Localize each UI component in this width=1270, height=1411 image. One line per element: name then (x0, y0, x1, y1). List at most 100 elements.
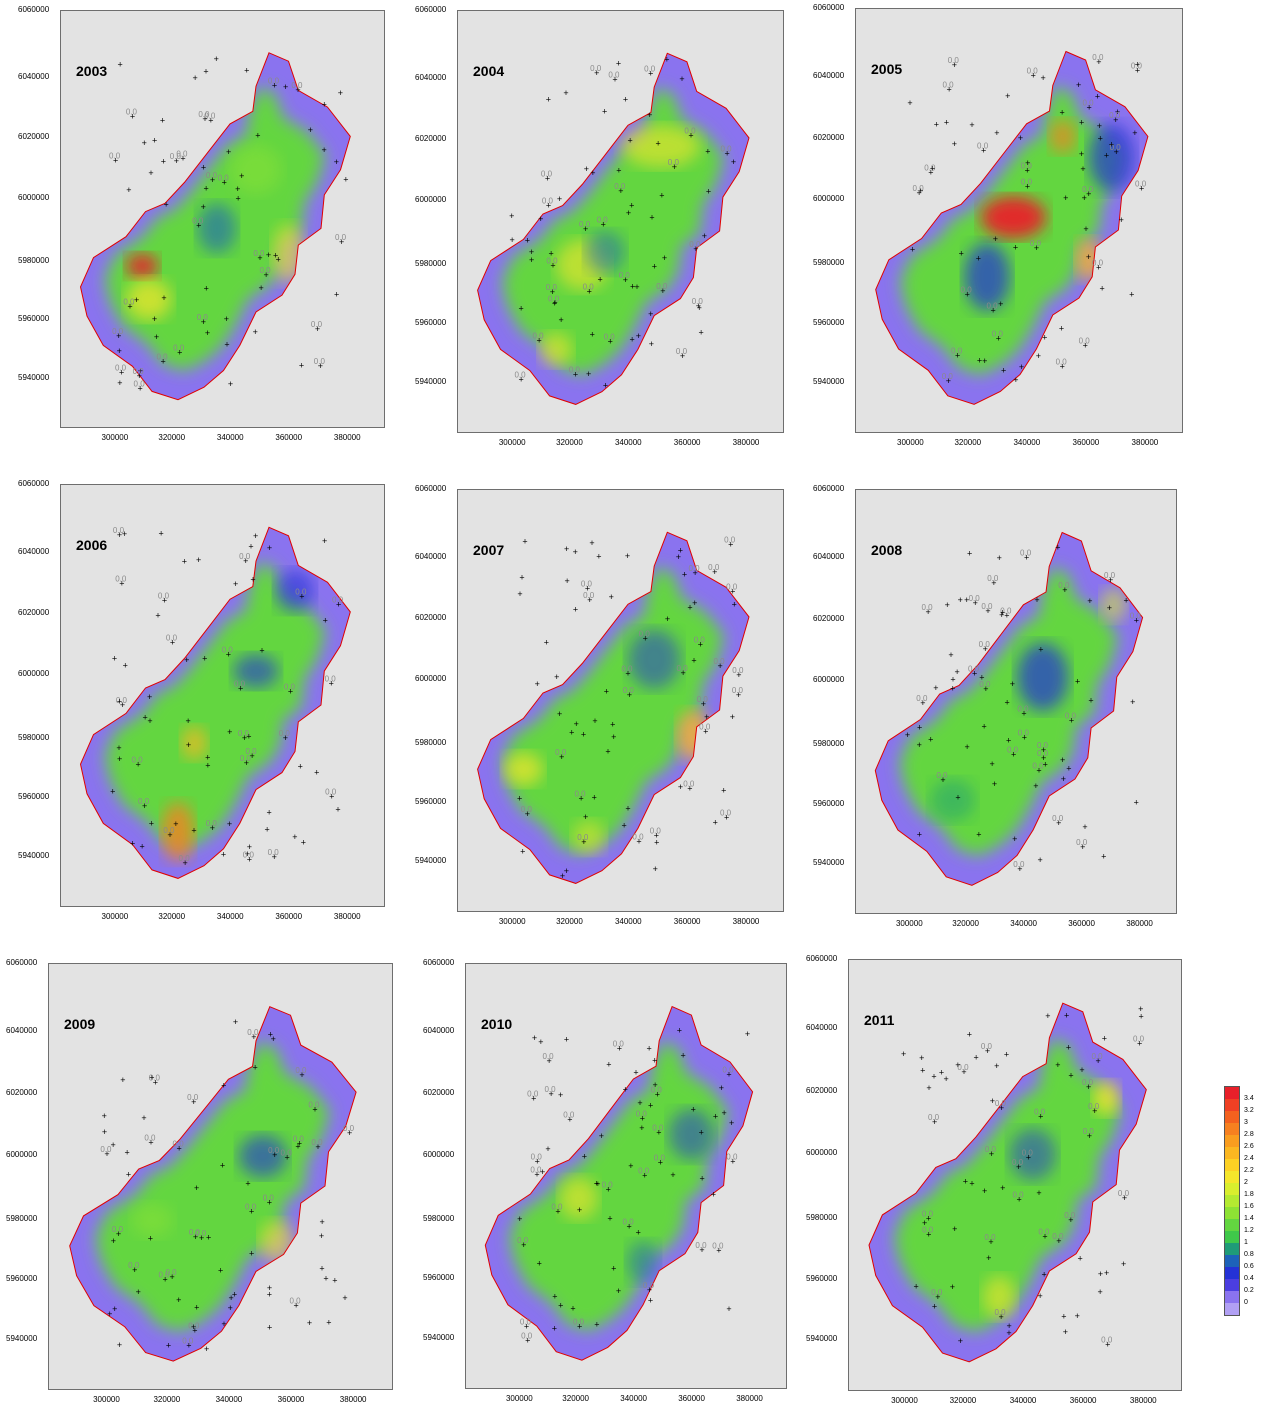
station-marker: + (1079, 117, 1084, 127)
station-marker: + (518, 374, 523, 384)
station-marker: + (630, 281, 635, 291)
station-value-label: 0.0 (1130, 612, 1142, 621)
station-value-label: 0.0 (1082, 1078, 1094, 1087)
station-value-label: 0.0 (916, 694, 928, 703)
station-marker: + (948, 650, 953, 660)
station-marker: + (585, 584, 590, 594)
station-marker: + (142, 138, 147, 148)
station-marker: + (716, 1246, 721, 1256)
heat-region (181, 726, 208, 760)
station-value-label: 0.0 (699, 723, 711, 732)
panel-year-label: 2007 (473, 542, 505, 558)
station-marker: + (1055, 543, 1060, 553)
station-marker: + (569, 727, 574, 737)
station-marker: + (597, 274, 602, 284)
station-marker: + (248, 542, 253, 552)
station-marker: + (295, 85, 300, 95)
station-marker: + (267, 1323, 272, 1333)
station-value-label: 0.0 (555, 748, 567, 757)
legend-swatch (1225, 1159, 1239, 1171)
station-marker: + (203, 67, 208, 77)
panel-year-label: 2011 (864, 1012, 895, 1028)
station-marker: + (934, 120, 939, 130)
station-marker: + (1108, 575, 1113, 585)
heat-region (539, 332, 573, 367)
station-marker: + (522, 536, 527, 546)
y-tick-label: 6020000 (18, 608, 50, 617)
heat-region (126, 253, 159, 279)
x-tick-label: 320000 (556, 438, 583, 447)
station-value-label: 0.0 (1018, 729, 1030, 738)
station-value-label: 0.0 (619, 271, 631, 280)
station-marker: + (726, 1069, 731, 1079)
station-value-label: 0.0 (697, 695, 709, 704)
station-value-label: 0.0 (542, 196, 554, 205)
station-value-label: 0.0 (113, 526, 125, 535)
station-value-label: 0.0 (948, 56, 960, 65)
station-value-label: 0.0 (639, 629, 651, 638)
station-marker: + (204, 284, 209, 294)
station-marker: + (134, 295, 139, 305)
station-marker: + (174, 156, 179, 166)
station-value-label: 0.0 (243, 851, 255, 860)
station-marker: + (928, 734, 933, 744)
heat-region (628, 629, 681, 689)
station-marker: + (112, 1304, 117, 1314)
station-marker: + (1113, 115, 1118, 125)
station-marker: + (1134, 797, 1139, 807)
station-marker: + (245, 849, 250, 859)
station-marker: + (982, 1186, 987, 1196)
station-value-label: 0.0 (546, 257, 558, 266)
station-marker: + (233, 1017, 238, 1027)
station-marker: + (698, 639, 703, 649)
station-marker: + (552, 298, 557, 308)
heat-region (503, 752, 544, 787)
station-marker: + (1138, 1004, 1143, 1014)
station-value-label: 0.0 (694, 635, 706, 644)
station-value-label: 0.0 (1038, 1227, 1050, 1236)
station-marker: + (347, 1128, 352, 1138)
station-marker: + (678, 545, 683, 555)
station-marker: + (1007, 1321, 1012, 1331)
x-tick-label: 340000 (1009, 1396, 1037, 1405)
station-marker: + (627, 136, 632, 146)
station-marker: + (221, 849, 226, 859)
lake-boundary (477, 531, 750, 884)
station-marker: + (602, 106, 607, 116)
station-value-label: 0.0 (676, 347, 688, 356)
station-value-label: 0.0 (621, 664, 633, 673)
station-value-label: 0.0 (1088, 1102, 1100, 1111)
legend-label: 1 (1244, 1239, 1248, 1246)
y-tick-label: 6020000 (415, 134, 447, 143)
station-value-label: 0.0 (961, 285, 973, 294)
station-value-label: 0.0 (614, 182, 626, 191)
station-value-label: 0.0 (295, 1066, 307, 1075)
station-marker: + (564, 576, 569, 586)
station-marker: + (210, 175, 215, 185)
contour-map: +0.0+++0.0+++0.0+++0.0+++0.0+++0.0+++0.0… (875, 50, 1149, 405)
station-marker: + (1098, 133, 1103, 143)
station-marker: + (1006, 736, 1011, 746)
station-marker: + (535, 1156, 540, 1166)
station-value-label: 0.0 (677, 664, 689, 673)
station-marker: + (696, 301, 701, 311)
y-tick-label: 5960000 (18, 792, 50, 802)
station-marker: + (272, 81, 277, 91)
station-marker: + (616, 58, 621, 68)
station-marker: + (1013, 375, 1018, 385)
station-marker: + (587, 287, 592, 297)
station-marker: + (132, 1265, 137, 1275)
station-value-label: 0.0 (1037, 741, 1049, 750)
station-marker: + (202, 114, 207, 124)
station-marker: + (177, 1144, 182, 1154)
station-marker: + (273, 251, 278, 261)
station-marker: + (573, 370, 578, 380)
legend-swatch (1225, 1087, 1239, 1099)
station-value-label: 0.0 (994, 1308, 1006, 1317)
station-marker: + (265, 825, 270, 835)
x-tick-label: 380000 (732, 438, 760, 447)
station-marker: + (999, 1103, 1004, 1113)
station-value-label: 0.0 (134, 379, 146, 388)
station-marker: + (138, 383, 143, 393)
station-marker: + (119, 368, 124, 378)
